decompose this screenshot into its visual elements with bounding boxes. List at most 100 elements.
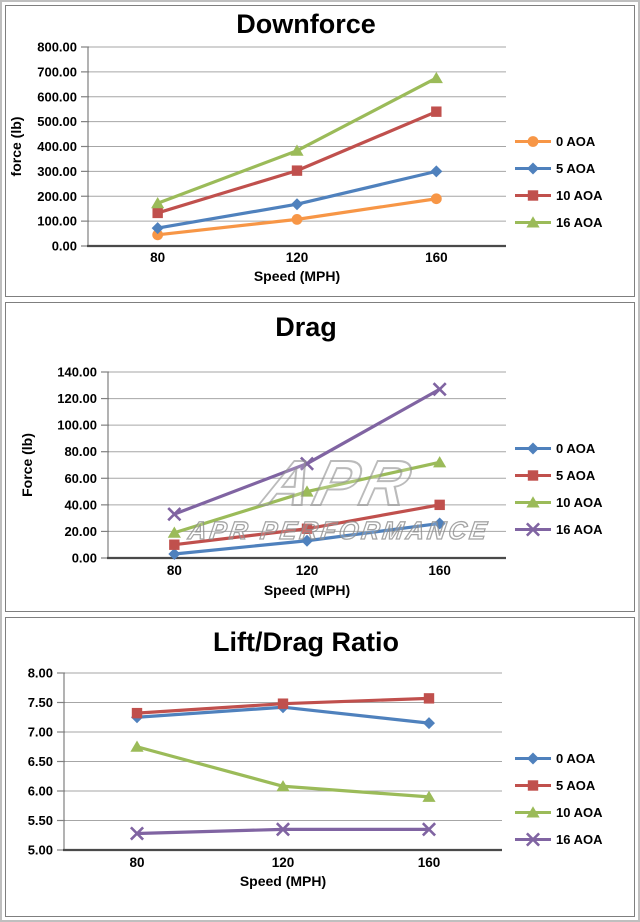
legend-key-marker: [525, 832, 541, 847]
series-marker-16-aoa: [429, 71, 443, 84]
legend-key-0-aoa: [515, 136, 551, 147]
legend-label-5-aoa: 5 AOA: [556, 161, 596, 176]
legend-item-0-aoa: 0 AOA: [514, 435, 602, 462]
series-marker-0-aoa: [301, 534, 313, 547]
y-axis-title: Force (lb): [19, 433, 35, 497]
y-tick-label: 140.00: [57, 365, 97, 380]
legend-key-5-aoa: [515, 780, 551, 791]
legend-item-5-aoa: 5 AOA: [514, 462, 602, 489]
x-category-label: 160: [425, 250, 448, 265]
series-marker-10-aoa: [433, 456, 447, 468]
series-marker-16-aoa: [290, 144, 304, 156]
y-tick-label: 5.50: [28, 813, 53, 828]
series-marker-5-aoa: [131, 707, 143, 719]
series-marker-16-aoa: [275, 822, 291, 837]
series-marker-0-aoa: [152, 229, 164, 241]
x-axis-title: Speed (MPH): [254, 268, 340, 284]
legend-label-0-aoa: 0 AOA: [556, 751, 596, 766]
lift-drag-ratio-chart-title: Lift/Drag Ratio: [213, 627, 399, 657]
legend-key-marker: [527, 752, 539, 765]
drag-chart-panel: Drag 0.00 20.00 40.00 60.00 80.00 100.00 120.0…: [5, 302, 635, 612]
y-tick-label: 400.00: [37, 139, 77, 154]
y-tick-label: 7.50: [28, 695, 53, 710]
x-category-label: 120: [296, 563, 319, 578]
legend-key-10-aoa: [515, 496, 551, 508]
legend-item-10-aoa: 10 AOA: [514, 489, 602, 516]
legend-key-marker: [527, 190, 539, 201]
lift-drag-ratio-plot: 5.00 5.50 6.00 6.50 7.00 7.50 8.00 80 120 160 Spee…: [28, 666, 502, 889]
downforce-legend: 0 AOA 5 AOA 10 AOA 16 AOA: [514, 128, 602, 236]
y-axis-title: force (lb): [8, 117, 24, 177]
legend-item-0-aoa: 0 AOA: [514, 745, 602, 772]
x-category-label: 80: [129, 855, 144, 870]
legend-label-0-aoa: 0 AOA: [556, 134, 596, 149]
legend-key-16-aoa: [515, 216, 551, 228]
legend-key-marker: [527, 470, 539, 481]
legend-item-10-aoa: 10 AOA: [514, 799, 602, 826]
series-marker-16-aoa: [421, 822, 437, 837]
legend-item-5-aoa: 5 AOA: [514, 155, 602, 182]
series-marker-16-aoa: [129, 826, 145, 841]
x-category-label: 120: [286, 250, 309, 265]
series-marker-16-aoa: [432, 382, 447, 397]
lift-drag-ratio-chart-panel: Lift/Drag Ratio 5.00 5.50 6.00 6.50 7.00 7.50…: [5, 617, 635, 917]
series-marker-10-aoa: [291, 165, 303, 176]
series-marker-0-aoa: [430, 193, 442, 205]
series-marker-0-aoa: [291, 213, 303, 225]
series-marker-10-aoa: [167, 526, 181, 538]
series-marker-10-aoa: [431, 106, 442, 117]
x-axis-title: Speed (MPH): [264, 582, 350, 598]
y-tick-label: 5.00: [28, 843, 53, 858]
y-tick-label: 800.00: [37, 40, 77, 55]
legend-key-marker: [526, 496, 540, 508]
series-marker-5-aoa: [291, 198, 303, 211]
y-tick-label: 100.00: [57, 418, 97, 433]
series-marker-10-aoa: [300, 485, 314, 497]
legend-item-5-aoa: 5 AOA: [514, 772, 602, 799]
legend-key-marker: [527, 162, 539, 175]
y-tick-label: 20.00: [64, 524, 97, 539]
y-tick-label: 100.00: [37, 214, 77, 229]
y-tick-label: 6.00: [28, 784, 53, 799]
downforce-chart-title: Downforce: [236, 9, 376, 39]
downforce-chart-panel: Downforce 0.00 100.00 200.00 300.00 400.00 50…: [5, 5, 635, 297]
legend-label-16-aoa: 16 AOA: [556, 522, 603, 537]
series-marker-5-aoa: [277, 698, 289, 709]
legend-item-10-aoa: 10 AOA: [514, 182, 602, 209]
legend-key-marker: [525, 522, 541, 537]
series-line-10-aoa: [156, 110, 438, 215]
series-marker-5-aoa: [151, 222, 164, 235]
legend-key-marker: [526, 216, 540, 228]
y-tick-label: 500.00: [37, 114, 77, 129]
legend-key-10-aoa: [515, 190, 551, 201]
series-marker-16-aoa: [151, 197, 165, 209]
legend-key-10-aoa: [515, 806, 551, 818]
legend-label-5-aoa: 5 AOA: [556, 778, 596, 793]
y-tick-label: 7.00: [28, 725, 53, 740]
y-tick-label: 8.00: [28, 666, 53, 681]
y-tick-label: 80.00: [64, 444, 97, 459]
y-tick-label: 0.00: [72, 551, 97, 566]
series-marker-10-aoa: [130, 740, 144, 752]
legend-label-0-aoa: 0 AOA: [556, 441, 596, 456]
x-category-label: 80: [167, 563, 182, 578]
series-marker-5-aoa: [430, 165, 443, 178]
series-marker-0-aoa: [168, 548, 181, 561]
legend-label-16-aoa: 16 AOA: [556, 215, 603, 230]
y-tick-label: 600.00: [37, 89, 77, 104]
legend-label-16-aoa: 16 AOA: [556, 832, 603, 847]
legend-key-marker: [527, 780, 539, 791]
legend-key-marker: [527, 442, 539, 455]
series-marker-0-aoa: [423, 717, 435, 730]
legend-item-16-aoa: 16 AOA: [514, 516, 602, 543]
y-tick-label: 200.00: [37, 189, 77, 204]
y-tick-label: 60.00: [64, 471, 97, 486]
series-marker-16-aoa: [299, 456, 315, 471]
downforce-plot: 0.00 100.00 200.00 300.00 400.00 500.00 600.00…: [8, 40, 506, 284]
series-marker-10-aoa: [152, 207, 163, 219]
legend-key-16-aoa: [515, 522, 551, 537]
series-marker-5-aoa: [423, 693, 435, 704]
legend-key-0-aoa: [515, 442, 551, 455]
series-marker-10-aoa: [422, 790, 436, 802]
